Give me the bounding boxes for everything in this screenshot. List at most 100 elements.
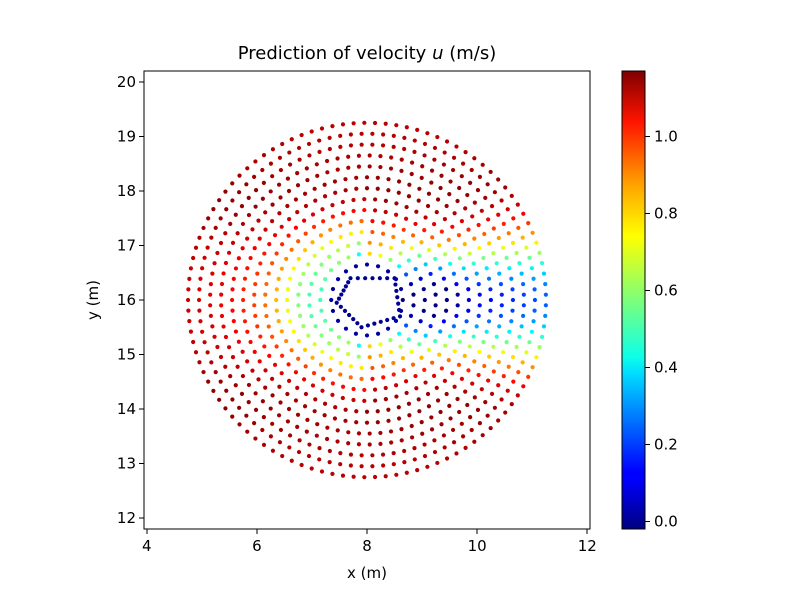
scatter-point: [262, 251, 267, 256]
scatter-point: [420, 164, 425, 169]
scatter-point: [364, 262, 370, 267]
scatter-point: [336, 260, 342, 265]
scatter-point: [274, 297, 279, 303]
scatter-point: [253, 313, 258, 319]
scatter-point: [418, 319, 423, 324]
scatter-point: [208, 282, 213, 287]
scatter-point: [295, 385, 300, 390]
scatter-point: [327, 341, 332, 346]
scatter-point: [398, 251, 403, 256]
scatter-point: [328, 356, 334, 361]
scatter-point: [457, 339, 462, 344]
scatter-point: [258, 261, 263, 266]
scatter-point: [221, 324, 226, 329]
scatter-point: [404, 272, 409, 277]
scatter-point: [472, 439, 477, 444]
scatter-point: [311, 224, 317, 230]
scatter-point: [210, 324, 215, 329]
scatter-point: [460, 161, 466, 166]
scatter-point: [338, 223, 343, 228]
scatter-point: [381, 132, 386, 137]
scatter-point: [324, 158, 330, 164]
obstacle-point: [393, 282, 398, 287]
scatter-point: [197, 235, 202, 240]
scatter-point: [228, 374, 233, 379]
scatter-point: [314, 433, 319, 438]
scatter-point: [520, 235, 525, 240]
scatter-point: [537, 250, 542, 255]
scatter-point: [306, 141, 312, 147]
scatter-point: [356, 153, 362, 158]
obstacle-point: [397, 314, 403, 319]
scatter-point: [486, 217, 491, 222]
scatter-point: [450, 167, 456, 173]
scatter-point: [256, 377, 261, 382]
scatter-point: [442, 217, 447, 222]
scatter-point: [431, 373, 437, 379]
scatter-point: [279, 329, 284, 334]
scatter-point: [306, 333, 311, 338]
scatter-point: [252, 349, 257, 354]
scatter-point: [212, 261, 217, 266]
scatter-point: [224, 207, 229, 212]
scatter-point: [391, 223, 396, 228]
scatter-point: [463, 445, 468, 450]
scatter-point: [296, 256, 301, 262]
scatter-point: [429, 415, 434, 420]
scatter-point: [302, 404, 308, 409]
scatter-point: [296, 292, 301, 297]
obstacle-point: [346, 280, 351, 285]
scatter-point: [476, 372, 481, 378]
scatter-point: [438, 329, 443, 334]
scatter-point: [491, 226, 496, 231]
scatter-point: [330, 203, 335, 208]
scatter-point: [327, 146, 332, 152]
scatter-point: [246, 382, 252, 388]
scatter-point: [362, 398, 367, 403]
obstacle-point: [363, 276, 368, 281]
scatter-point: [348, 463, 353, 468]
scatter-point: [496, 235, 501, 241]
scatter-point: [263, 368, 268, 373]
colorbar-ticks: 0.0 0.2 0.4 0.6 0.8 1.0: [645, 127, 678, 530]
scatter-point: [351, 386, 356, 392]
scatter-point: [270, 448, 276, 453]
scatter-point: [346, 430, 351, 435]
scatter-point: [459, 421, 464, 426]
scatter-point: [534, 355, 539, 360]
scatter-point: [500, 350, 506, 355]
scatter-point: [431, 221, 437, 227]
scatter-point: [278, 427, 284, 433]
y-tick-label: 19: [117, 127, 136, 145]
scatter-point: [496, 359, 501, 365]
scatter-point: [370, 131, 375, 136]
scatter-point: [335, 167, 340, 172]
scatter-point: [482, 231, 487, 237]
scatter-point: [240, 373, 246, 379]
scatter-point: [380, 452, 386, 457]
scatter-point: [217, 198, 222, 203]
scatter-point: [454, 313, 459, 319]
scatter-point: [332, 179, 338, 184]
scatter-point: [404, 204, 409, 210]
scatter-point: [407, 413, 412, 418]
scatter-point: [527, 340, 532, 345]
scatter-point: [276, 413, 282, 418]
scatter-point: [266, 324, 271, 329]
scatter-point: [520, 360, 525, 365]
scatter-point: [335, 277, 341, 282]
scatter-point: [370, 219, 375, 224]
scatter-point: [274, 251, 279, 256]
scatter-point: [329, 297, 334, 303]
scatter-point: [489, 204, 495, 209]
scatter-point: [425, 203, 431, 209]
y-axis-label: y (m): [84, 280, 102, 320]
scatter-point: [443, 287, 449, 292]
scatter-point: [343, 188, 348, 193]
scatter-point: [419, 420, 424, 425]
scatter-point: [469, 167, 474, 173]
scatter-point: [524, 245, 529, 250]
obstacle-point: [334, 300, 339, 305]
scatter-point: [375, 175, 380, 180]
